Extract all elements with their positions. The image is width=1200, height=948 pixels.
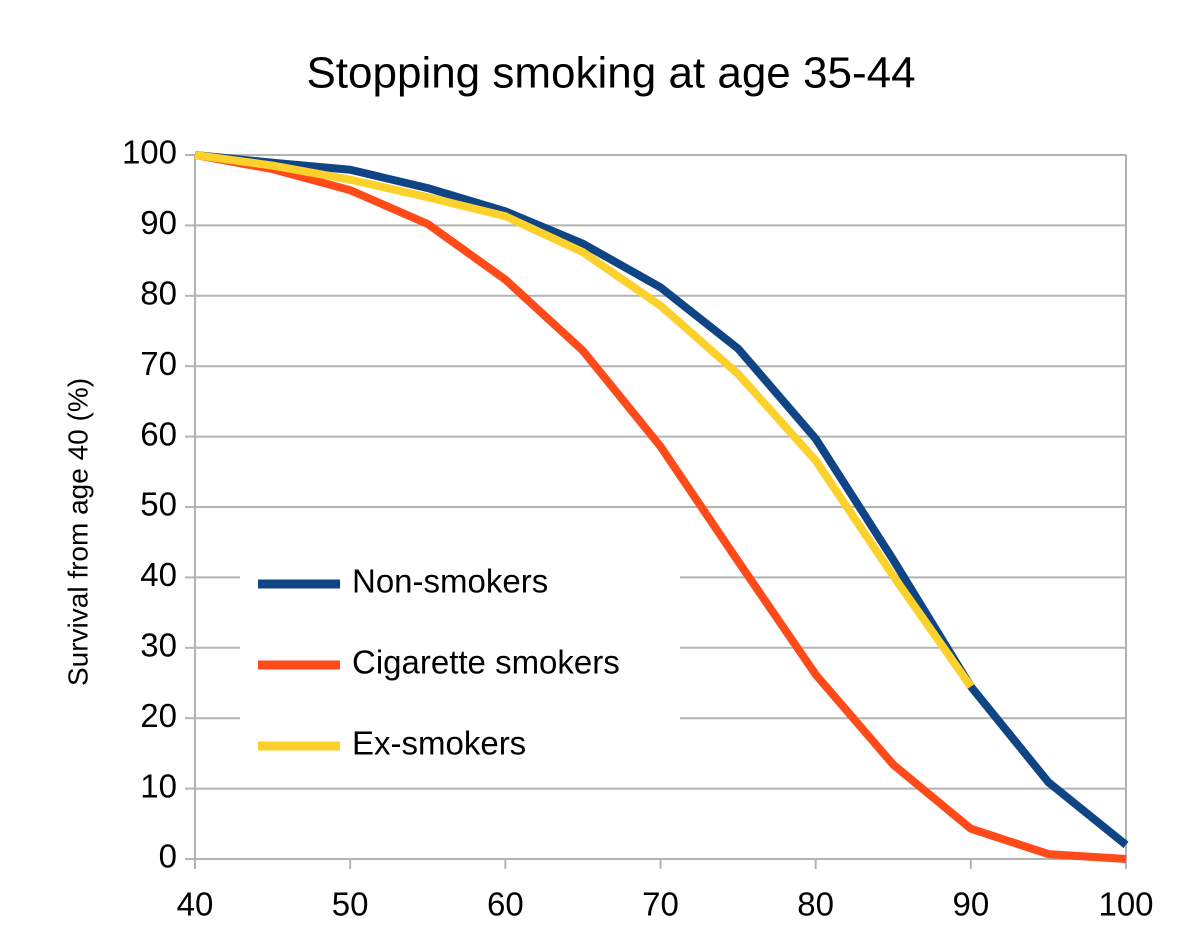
series-line xyxy=(194,151,1127,863)
chart-title: Stopping smoking at age 35-44 xyxy=(306,49,915,98)
x-tick-label: 90 xyxy=(952,886,989,923)
x-tick-label: 40 xyxy=(177,886,214,923)
legend-label: Non-smokers xyxy=(352,563,548,600)
x-tick-label: 70 xyxy=(642,886,679,923)
y-axis-label: Survival from age 40 (%) xyxy=(62,378,93,686)
y-tick-label: 90 xyxy=(140,204,177,241)
y-tick-label: 40 xyxy=(140,556,177,593)
y-tick-label: 70 xyxy=(140,345,177,382)
legend-label: Ex-smokers xyxy=(352,725,526,762)
y-tick-label: 60 xyxy=(140,415,177,452)
x-tick-label: 50 xyxy=(332,886,369,923)
x-tick-label: 80 xyxy=(797,886,834,923)
y-tick-label: 20 xyxy=(140,697,177,734)
y-tick-label: 0 xyxy=(159,838,177,875)
y-tick-label: 50 xyxy=(140,486,177,523)
legend-label: Cigarette smokers xyxy=(352,644,620,681)
series-line xyxy=(194,151,975,689)
x-tick-label: 100 xyxy=(1098,886,1153,923)
y-tick-label: 100 xyxy=(122,134,177,171)
y-tick-label: 10 xyxy=(140,767,177,804)
y-tick-label: 80 xyxy=(140,275,177,312)
y-tick-label: 30 xyxy=(140,627,177,664)
x-tick-label: 60 xyxy=(487,886,524,923)
